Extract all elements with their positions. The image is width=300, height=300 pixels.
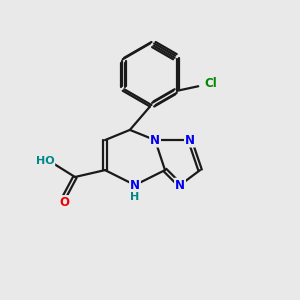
Text: HO: HO bbox=[36, 155, 54, 166]
Text: N: N bbox=[150, 134, 160, 147]
Text: N: N bbox=[130, 178, 140, 192]
Text: O: O bbox=[59, 196, 70, 209]
Text: Cl: Cl bbox=[204, 77, 217, 90]
Text: N: N bbox=[175, 178, 185, 192]
Text: N: N bbox=[185, 134, 195, 147]
Text: H: H bbox=[130, 191, 140, 202]
